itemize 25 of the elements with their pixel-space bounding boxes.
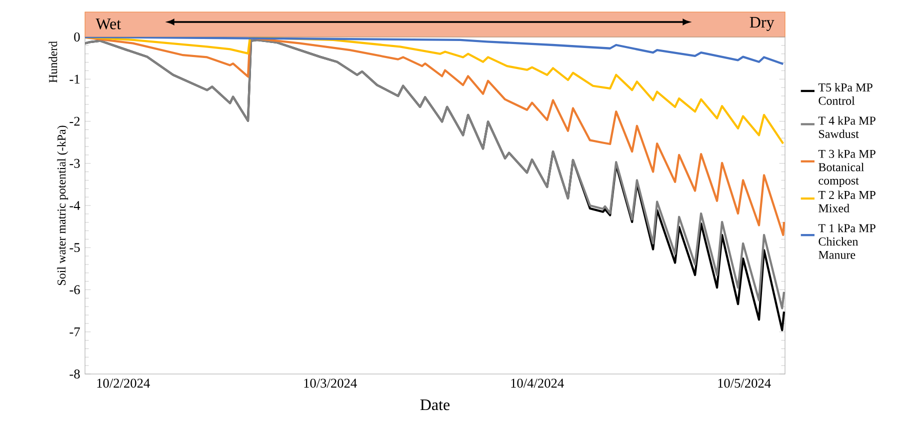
text: Wet [96, 18, 121, 30]
legend-label: T 1 kPa MP Chicken Manure [818, 224, 876, 259]
x-tick-label: 10/5/2024 [718, 378, 771, 388]
x-tick-label: 10/3/2024 [304, 378, 357, 388]
line-series [85, 37, 784, 66]
text: Hunderd [48, 41, 58, 83]
x-tick-label: 10/2/2024 [97, 378, 150, 388]
x-tick-label: 10/4/2024 [511, 378, 564, 388]
legend-label: T 2 kPa MP Mixed [818, 190, 876, 212]
line-series [85, 37, 784, 145]
y-tick-label: -2 [70, 116, 80, 126]
legend-label: T5 kPa MP Control [818, 83, 872, 105]
y-tick-label: -5 [70, 243, 80, 252]
y-tick-label: -1 [70, 74, 80, 84]
y-tick-label: -4 [70, 201, 80, 210]
legend-label: T 3 kPa MP Botanical compost [818, 149, 876, 188]
y-tick-label: -3 [70, 158, 80, 168]
x-axis-title: Date [420, 400, 450, 410]
text: Dry [750, 17, 774, 31]
y-tick-label: 0 [74, 32, 80, 42]
y-tick-label: -7 [70, 328, 80, 336]
legend-label: T 4 kPa MP Sawdust [818, 116, 876, 138]
y-tick-label: -8 [70, 370, 80, 378]
y-tick-label: -6 [70, 285, 80, 294]
y-axis-title: Soil water matric potential (-kPa) [57, 126, 68, 286]
